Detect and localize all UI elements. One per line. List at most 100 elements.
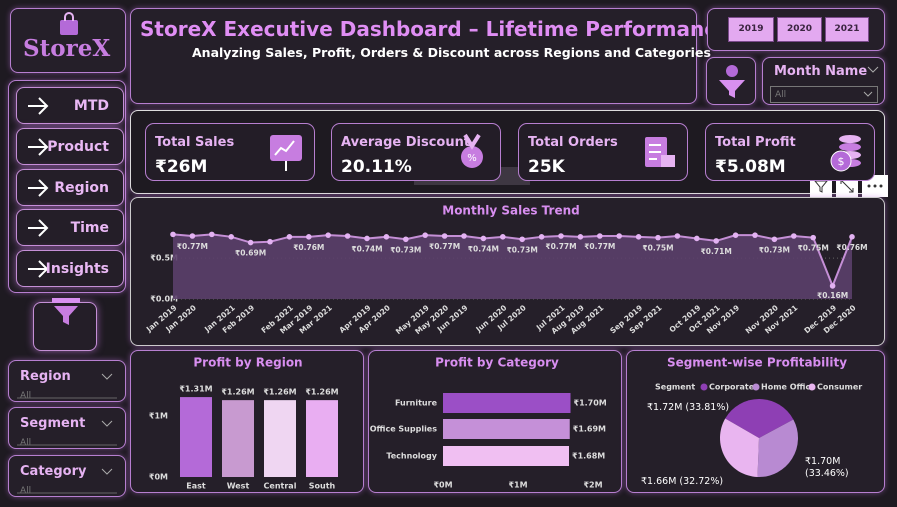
point bbox=[267, 238, 273, 245]
data-label: ₹0.77M bbox=[429, 242, 460, 251]
x-tick-label: ₹2M bbox=[583, 481, 602, 490]
slicer[interactable]: Region All bbox=[8, 360, 126, 402]
dropdown-line bbox=[17, 397, 117, 399]
data-label: ₹0.69M bbox=[235, 249, 266, 258]
x-tick-label: East bbox=[186, 482, 206, 491]
point bbox=[577, 234, 584, 240]
year-button[interactable]: 2019 bbox=[728, 17, 774, 42]
point bbox=[170, 231, 176, 238]
title: StoreX Executive Dashboard – Lifetime Pe… bbox=[140, 17, 730, 41]
data-label: ₹0.76M bbox=[836, 243, 867, 252]
slicer[interactable]: Segment All bbox=[8, 407, 126, 449]
data-label: ₹0.76M bbox=[293, 243, 324, 252]
bar bbox=[443, 446, 569, 466]
point bbox=[829, 283, 836, 289]
chevron bbox=[867, 66, 879, 73]
chevron bbox=[863, 91, 873, 97]
data-label: ₹0.73M bbox=[390, 245, 421, 254]
data-label: ₹0.77M bbox=[545, 242, 576, 251]
kpi-card: Total Sales ₹26M bbox=[145, 123, 315, 181]
data-label: ₹1.66M (32.72%) bbox=[641, 476, 724, 487]
point bbox=[538, 234, 545, 240]
point bbox=[325, 232, 331, 238]
y-tick-label: ₹0.0M bbox=[150, 295, 178, 304]
kpi-label: Total Sales bbox=[155, 135, 235, 150]
data-label: ₹1.70M bbox=[574, 399, 607, 408]
point bbox=[694, 235, 700, 242]
nav-button[interactable]: Time bbox=[16, 209, 124, 246]
chevron-path bbox=[101, 468, 113, 475]
arrow-icon bbox=[28, 178, 49, 197]
data-label: ₹0.73M bbox=[507, 245, 538, 254]
point bbox=[655, 234, 661, 241]
data-label: ₹1.68M bbox=[572, 452, 605, 461]
point bbox=[674, 233, 681, 239]
kpi-card: Average Discount 20.11%% bbox=[331, 123, 501, 181]
logo-panel: StoreX bbox=[10, 8, 126, 73]
subtitle: Analyzing Sales, Profit, Orders & Discou… bbox=[192, 45, 711, 60]
slicer-label: Category bbox=[20, 464, 87, 479]
year-button[interactable]: 2020 bbox=[777, 17, 822, 42]
nav-button[interactable]: Product bbox=[16, 128, 124, 165]
x-tick-label: West bbox=[227, 482, 250, 491]
data-label: ₹1.26M bbox=[305, 388, 338, 397]
filter-label: Month Name bbox=[774, 64, 868, 79]
nav-button[interactable]: MTD bbox=[16, 87, 124, 124]
kpi-icon bbox=[645, 137, 675, 167]
point bbox=[461, 233, 467, 239]
slicer-label: Region bbox=[20, 369, 71, 384]
filter-button[interactable] bbox=[33, 298, 97, 351]
month-filter[interactable]: Month Name All bbox=[762, 57, 885, 105]
point bbox=[713, 238, 719, 244]
nav-label: Region bbox=[54, 179, 109, 196]
slicer-label: Segment bbox=[20, 416, 86, 431]
arrow-icon bbox=[28, 96, 49, 115]
dropdown[interactable]: All bbox=[770, 86, 878, 103]
hbar-panel: Profit by Category ₹0M ₹1M ₹2M ₹1.70M Furnitu… bbox=[368, 350, 622, 493]
data-label: ₹0.77M bbox=[584, 242, 615, 251]
legend-label: Corporate bbox=[709, 383, 755, 392]
icon-coin bbox=[839, 143, 861, 151]
chevron bbox=[101, 468, 113, 475]
point bbox=[189, 233, 196, 239]
icon-box bbox=[661, 155, 675, 167]
bar-chart: Profit by Region ₹0M ₹1M ₹1.31M East ₹1.26M We… bbox=[149, 356, 339, 491]
header-panel: StoreX Executive Dashboard – Lifetime Pe… bbox=[130, 8, 730, 104]
icon-checks bbox=[649, 144, 661, 160]
point bbox=[441, 233, 448, 239]
arrow-icon bbox=[28, 259, 49, 278]
data-label: ₹1.31M bbox=[179, 385, 212, 394]
filter-icon-panel[interactable] bbox=[706, 57, 756, 105]
x-tick-label: ₹1M bbox=[508, 481, 527, 490]
point bbox=[752, 232, 758, 238]
kpi-card: Total Orders 25K bbox=[518, 123, 688, 181]
chart-title: Profit by Category bbox=[435, 356, 559, 370]
slicer-value: All bbox=[20, 486, 32, 496]
kpi-value: 25K bbox=[528, 157, 565, 177]
kpi-icon: % bbox=[461, 133, 483, 168]
bar bbox=[180, 397, 212, 477]
nav-button[interactable]: Region bbox=[16, 169, 124, 206]
kpi-label: Total Profit bbox=[715, 135, 796, 150]
chart-title: Segment-wise Profitability bbox=[667, 356, 847, 370]
bar bbox=[222, 400, 254, 477]
data-label: ₹0.77M bbox=[177, 242, 208, 251]
year-button[interactable]: 2021 bbox=[825, 17, 869, 42]
arrow-icon bbox=[28, 218, 49, 237]
point bbox=[383, 234, 390, 240]
chevron-path bbox=[101, 420, 113, 427]
slicer[interactable]: Category All bbox=[8, 455, 126, 497]
arrow-icon bbox=[28, 137, 49, 156]
point bbox=[228, 234, 234, 240]
nav-button[interactable]: Insights bbox=[16, 250, 124, 287]
slicer-value: All bbox=[20, 391, 32, 401]
data-label: ₹1.26M bbox=[221, 388, 254, 397]
nav-label: Product bbox=[47, 138, 109, 155]
y-tick-label: Technology bbox=[386, 452, 437, 461]
data-label: ₹1.72M (33.81%) bbox=[647, 402, 730, 413]
legend-label: Consumer bbox=[817, 383, 862, 392]
legend-label: Home Office bbox=[761, 383, 816, 392]
point bbox=[247, 239, 254, 246]
